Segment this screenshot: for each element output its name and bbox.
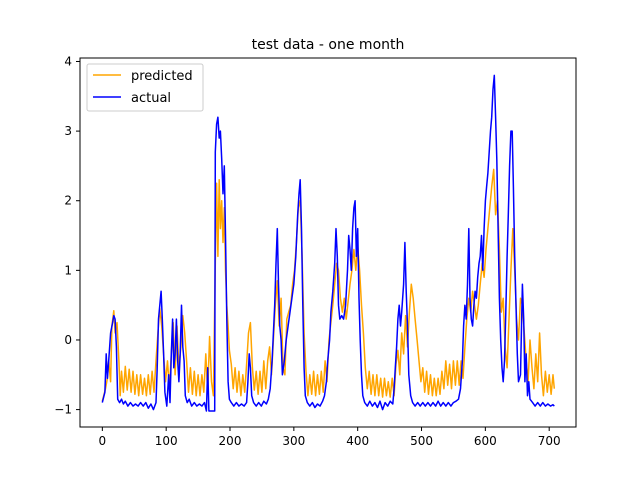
x-tick-label: 0: [99, 434, 107, 448]
y-tick-label: −1: [54, 403, 72, 417]
x-tick-label: 300: [282, 434, 305, 448]
legend-label-predicted: predicted: [131, 69, 193, 84]
y-tick-label: 4: [64, 54, 72, 68]
x-tick-label: 500: [410, 434, 433, 448]
legend: predicted actual: [86, 63, 204, 112]
plot-area-frame: [79, 57, 577, 428]
y-tick-label: 0: [64, 333, 72, 347]
chart-title: test data - one month: [252, 37, 405, 53]
x-tick-label: 400: [346, 434, 369, 448]
x-tick-label: 200: [219, 434, 242, 448]
series-layer: [101, 74, 556, 412]
x-tick-label: 600: [474, 434, 497, 448]
y-tick-label: 2: [64, 194, 72, 208]
x-tick-label: 100: [155, 434, 178, 448]
y-tick-label: 3: [64, 124, 72, 138]
x-axis: 0 100 200 300 400 500 600 700: [99, 427, 561, 448]
y-tick-label: 1: [64, 263, 72, 277]
y-axis: −1 0 1 2 3 4: [54, 54, 80, 417]
legend-label-actual: actual: [131, 91, 171, 106]
series-line-actual: [101, 74, 555, 412]
x-tick-label: 700: [538, 434, 561, 448]
